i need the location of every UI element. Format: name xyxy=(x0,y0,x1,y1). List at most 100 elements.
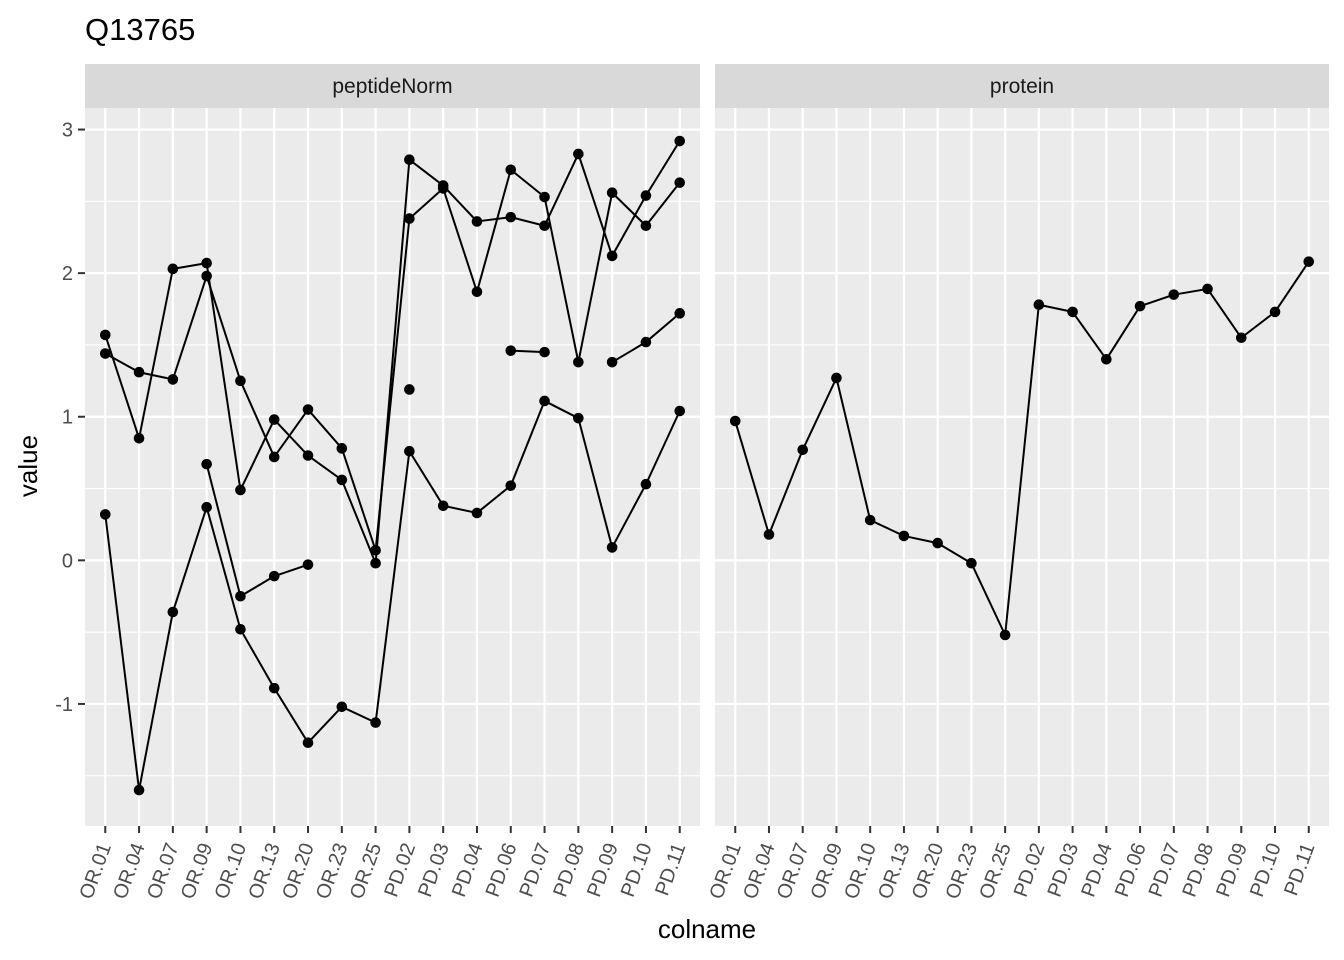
series-line-segment xyxy=(476,216,511,223)
data-point xyxy=(505,480,517,491)
series-line-segment xyxy=(1071,311,1108,360)
data-point xyxy=(404,445,415,457)
data-point xyxy=(133,432,145,444)
series-line-segment xyxy=(374,451,411,723)
series-line-segment xyxy=(869,519,905,537)
series-line-segment xyxy=(577,417,614,548)
data-point xyxy=(999,629,1011,641)
data-point xyxy=(268,451,280,463)
series-2 xyxy=(99,164,686,556)
y-tick-label: 3 xyxy=(62,120,73,142)
series-4 xyxy=(201,308,686,602)
data-point xyxy=(201,458,212,470)
series-line-segment xyxy=(104,352,140,374)
series-line-segment xyxy=(835,377,872,521)
series-line-segment xyxy=(476,169,512,293)
data-point xyxy=(505,164,517,176)
series-line-segment xyxy=(172,262,207,270)
series-line-segment xyxy=(239,380,276,458)
data-point xyxy=(201,257,212,269)
data-point xyxy=(404,384,415,395)
data-point xyxy=(370,557,381,569)
data-point xyxy=(1101,354,1112,365)
data-point xyxy=(302,559,314,570)
data-point xyxy=(302,450,314,461)
series-line-segment xyxy=(903,534,938,545)
series-line-segment xyxy=(307,454,343,481)
strip-label: protein xyxy=(990,75,1054,98)
data-point xyxy=(471,286,483,298)
series-line-segment xyxy=(543,196,580,363)
data-point xyxy=(404,154,415,165)
data-point xyxy=(606,542,618,553)
data-point xyxy=(539,395,550,407)
data-point xyxy=(674,405,686,417)
chart-title: Q13765 xyxy=(85,12,195,47)
series-line-segment xyxy=(645,182,681,227)
series-line-segment xyxy=(1240,311,1276,339)
data-point xyxy=(539,220,550,232)
y-tick-label: -1 xyxy=(55,694,73,716)
series-1 xyxy=(99,135,686,569)
series-line-segment xyxy=(1274,261,1310,313)
series-line-segment xyxy=(138,268,174,439)
series-line-segment xyxy=(543,153,580,227)
data-point xyxy=(1202,283,1213,295)
series-line-segment xyxy=(1173,287,1208,296)
data-point xyxy=(640,220,652,232)
data-point xyxy=(932,537,943,549)
data-point xyxy=(235,484,246,496)
data-point xyxy=(505,345,517,356)
series-line-segment xyxy=(611,341,647,364)
data-point xyxy=(1067,306,1078,318)
data-point xyxy=(674,135,686,147)
data-point xyxy=(336,474,348,486)
data-point xyxy=(864,514,876,526)
series-line-segment xyxy=(138,611,174,791)
data-point xyxy=(831,372,842,384)
data-point xyxy=(606,250,618,262)
series-line-segment xyxy=(544,400,579,420)
series-line-segment xyxy=(239,628,276,689)
series-line-segment xyxy=(273,563,309,578)
series-line-segment xyxy=(205,463,242,597)
x-tick-label: PD.11 xyxy=(651,840,690,898)
data-point xyxy=(167,606,179,618)
series-line-segment xyxy=(611,483,647,548)
data-point xyxy=(1134,300,1146,312)
series-line-segment xyxy=(510,216,545,227)
data-point xyxy=(606,356,618,368)
series-line-segment xyxy=(645,140,681,197)
data-point xyxy=(674,308,686,319)
data-point xyxy=(573,356,584,368)
series-line-segment xyxy=(510,349,545,354)
series-line-segment xyxy=(1206,288,1243,339)
series-line-segment xyxy=(645,312,681,343)
data-point xyxy=(133,784,145,796)
data-point xyxy=(1033,299,1045,311)
series-line-segment xyxy=(801,377,838,451)
series-line-segment xyxy=(577,153,614,257)
data-point xyxy=(268,682,280,694)
data-point xyxy=(404,213,415,224)
series-line-segment xyxy=(476,484,512,514)
panels: peptideNorm-10123OR.01OR.04OR.07OR.09OR.… xyxy=(55,64,1329,902)
data-point xyxy=(797,444,809,456)
series-line-segment xyxy=(408,187,444,220)
data-point xyxy=(640,336,652,348)
series-line-segment xyxy=(611,192,647,227)
data-point xyxy=(573,412,584,424)
data-point xyxy=(235,590,246,602)
x-axis-title: colname xyxy=(658,914,756,944)
y-tick-label: 2 xyxy=(62,263,73,285)
data-point xyxy=(336,701,348,713)
data-point xyxy=(539,346,550,358)
y-axis-title: value xyxy=(13,435,43,497)
series-line-segment xyxy=(205,275,242,382)
series-line-segment xyxy=(1139,293,1175,308)
series-line-segment xyxy=(273,408,309,458)
data-point xyxy=(370,544,381,556)
panel-protein: proteinOR.01OR.04OR.07OR.09OR.10OR.13OR.… xyxy=(705,64,1329,902)
data-point xyxy=(99,348,111,359)
